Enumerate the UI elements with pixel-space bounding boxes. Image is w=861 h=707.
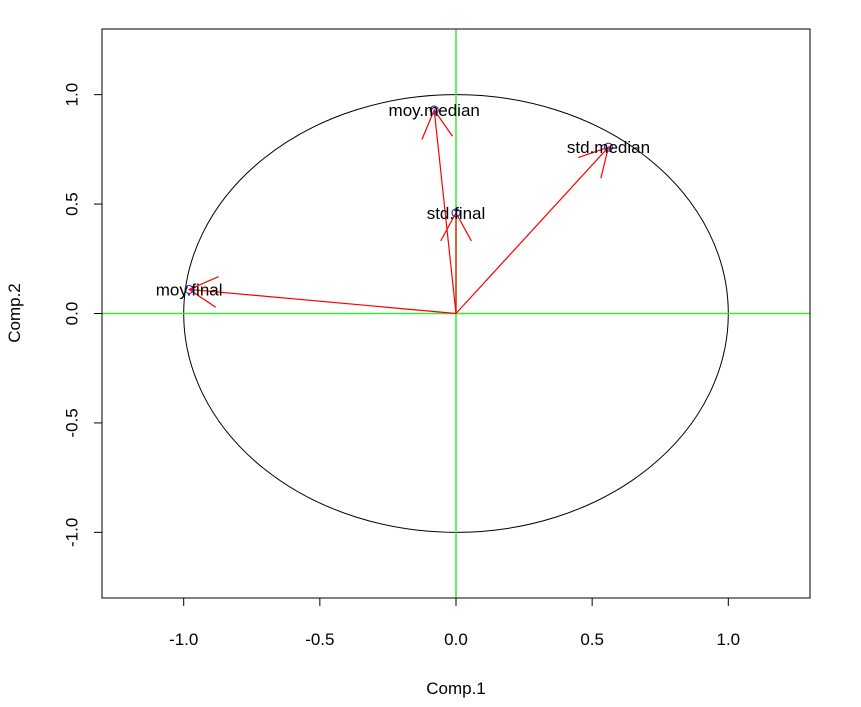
point-label-std.median: std.median — [567, 138, 650, 157]
x-tick-label: -1.0 — [169, 630, 198, 649]
point-label-moy.final: moy.final — [156, 280, 223, 299]
x-axis-title: Comp.1 — [426, 679, 486, 698]
y-tick-label: 1.0 — [63, 83, 82, 107]
y-tick-label: -0.5 — [63, 408, 82, 437]
arrow-head-std.final — [440, 211, 472, 242]
arrow-shaft-moy.final — [189, 288, 457, 315]
y-axis-title: Comp.2 — [5, 283, 24, 343]
y-tick-label: 0.5 — [63, 192, 82, 216]
arrow-shaft-std.median — [455, 146, 609, 314]
x-tick-label: 0.0 — [444, 630, 468, 649]
x-axis: -1.0 -0.5 0.0 0.5 1.0 — [169, 597, 740, 649]
plot-area: moy.final moy.median std.final std.median — [102, 29, 810, 598]
point-std.final — [451, 208, 461, 218]
arrow-head-moy.final — [187, 276, 219, 308]
y-axis: -1.0 -0.5 0.0 0.5 1.0 — [63, 83, 103, 547]
x-tick-label: 1.0 — [716, 630, 740, 649]
point-moy.final — [184, 284, 194, 295]
point-std.median — [603, 142, 614, 152]
y-tick-label: -1.0 — [63, 518, 82, 547]
point-moy.median — [429, 105, 439, 115]
arrow-shaft-moy.median — [433, 109, 457, 314]
point-label-std.final: std.final — [427, 204, 486, 223]
x-tick-label: 0.5 — [580, 630, 604, 649]
y-tick-label: 0.0 — [63, 302, 82, 326]
point-label-moy.median: moy.median — [389, 101, 480, 120]
x-tick-label: -0.5 — [305, 630, 334, 649]
arrow-head-std.median — [578, 146, 610, 179]
arrow-head-moy.median — [421, 108, 453, 140]
